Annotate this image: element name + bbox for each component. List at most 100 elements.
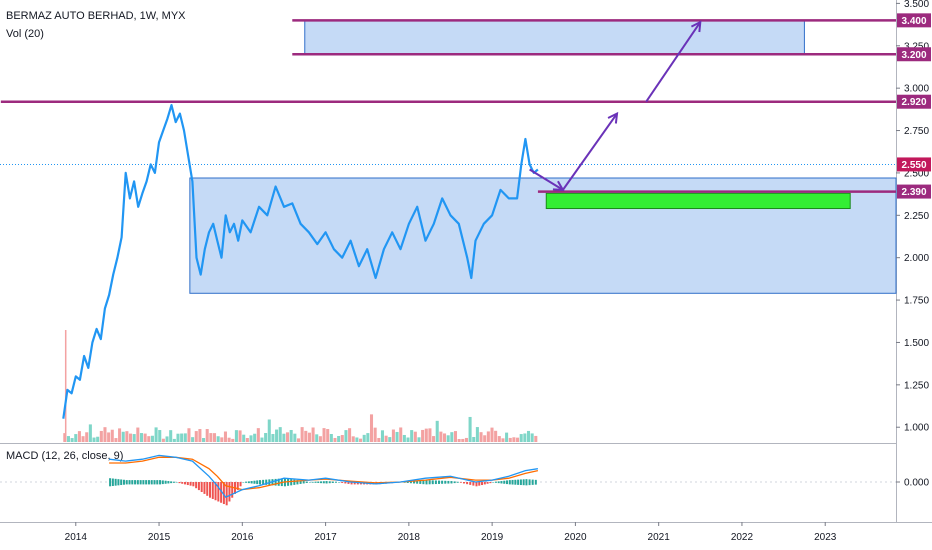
volume-bar xyxy=(479,432,483,442)
macd-histogram-bar xyxy=(500,481,503,484)
time-tick-label: 2019 xyxy=(481,532,504,543)
volume-bar xyxy=(519,434,523,442)
macd-histogram-bar xyxy=(302,481,305,484)
volume-bar xyxy=(391,429,395,442)
volume-bar xyxy=(202,438,206,442)
volume-bar xyxy=(432,436,436,442)
macd-histogram-bar xyxy=(178,482,181,484)
grid xyxy=(0,0,932,523)
volume-bar xyxy=(406,437,410,442)
macd-histogram-bar xyxy=(531,479,534,485)
price-line xyxy=(62,103,539,419)
volume-bar xyxy=(490,427,494,442)
macd-histogram-bar xyxy=(189,482,192,486)
volume-bar xyxy=(300,427,304,442)
macd-histogram-bar xyxy=(247,481,250,484)
macd-histogram-bar xyxy=(334,481,337,483)
volume-bar xyxy=(296,438,301,442)
volume-bar xyxy=(92,437,96,442)
projection-arrowhead-2 xyxy=(607,111,619,124)
volume-bar xyxy=(494,430,498,442)
volume-bar xyxy=(231,438,235,442)
volume-bars xyxy=(63,330,538,442)
macd-histogram-bar xyxy=(350,482,353,485)
volume-bar xyxy=(523,433,527,442)
volume-bar xyxy=(333,437,337,442)
macd-histogram-bar xyxy=(422,480,425,485)
macd-histogram-bar xyxy=(117,479,120,486)
price-tick-label: 1.500 xyxy=(904,338,929,349)
volume-bar xyxy=(81,436,85,442)
macd-histogram-bar xyxy=(159,480,162,485)
macd-histogram-bar xyxy=(475,482,478,487)
volume-bar xyxy=(355,437,359,442)
volume-bar xyxy=(88,424,92,442)
volume-bar xyxy=(359,438,363,442)
time-tick-label: 2020 xyxy=(564,532,587,543)
macd-histogram-bar xyxy=(125,480,128,485)
level-badge-2.390-label: 2.390 xyxy=(901,187,926,198)
macd-histogram-bar xyxy=(192,482,195,487)
macd-histogram-bar xyxy=(195,482,198,489)
price-tick-label: 2.250 xyxy=(904,211,929,222)
price-series xyxy=(62,103,539,419)
volume-spike-bar xyxy=(64,330,67,442)
time-tick-label: 2023 xyxy=(814,532,837,543)
macd-histogram-bar xyxy=(425,480,428,485)
level-badge-2.390-bg xyxy=(897,184,931,199)
macd-line xyxy=(109,454,538,499)
macd-histogram-bar xyxy=(200,482,203,492)
volume-bar xyxy=(183,433,187,442)
macd-histogram-bar xyxy=(139,480,142,485)
macd-panel xyxy=(0,454,896,506)
macd-histogram-bar xyxy=(511,479,514,485)
macd-histogram-bar xyxy=(344,482,347,484)
volume-bar xyxy=(486,431,490,442)
price-tick-label: 3.250 xyxy=(904,41,929,52)
level-badge-2.920-label: 2.920 xyxy=(901,97,926,108)
volume-bar xyxy=(439,431,443,442)
projection-arrow-1 xyxy=(529,168,564,191)
volume-bar xyxy=(161,438,165,442)
volume-bar xyxy=(516,437,520,442)
volume-bar xyxy=(121,431,125,442)
level-badge-2.920-bg xyxy=(897,94,931,109)
volume-bar xyxy=(256,428,260,442)
volume-bar xyxy=(362,434,366,442)
macd-histogram-bar xyxy=(341,482,344,483)
price-tick-label: 1.000 xyxy=(904,423,929,434)
volume-bar xyxy=(77,431,81,442)
volume-bar xyxy=(307,432,311,442)
time-tick-label: 2014 xyxy=(65,532,88,543)
projection-arrowhead-3 xyxy=(690,20,702,33)
volume-bar xyxy=(227,437,231,442)
volume-bar xyxy=(443,433,447,442)
volume-bar xyxy=(351,436,355,442)
macd-histogram-bar xyxy=(197,482,200,491)
volume-bar xyxy=(435,420,439,442)
volume-bar xyxy=(99,430,103,442)
volume-bar xyxy=(249,435,253,442)
macd-histogram-bar xyxy=(109,478,112,487)
macd-histogram-bar xyxy=(290,479,293,486)
macd-histogram-bar xyxy=(220,482,223,503)
volume-bar xyxy=(147,436,151,442)
macd-histogram-bar xyxy=(328,481,331,484)
macd-histogram-bar xyxy=(231,482,234,498)
macd-histogram-bar xyxy=(317,481,320,483)
volume-bar xyxy=(220,437,224,442)
price-tick-label: 2.000 xyxy=(904,253,929,264)
volume-bar xyxy=(242,434,246,442)
macd-histogram-bar xyxy=(217,482,220,502)
macd-histogram-bar xyxy=(450,481,453,484)
volume-bar xyxy=(501,438,505,442)
macd-histogram-bar xyxy=(347,482,350,484)
macd-histogram-bar xyxy=(503,480,506,484)
volume-bar xyxy=(271,434,275,442)
macd-histogram-bar xyxy=(111,478,114,486)
volume-bar xyxy=(143,433,147,442)
volume-bar xyxy=(191,437,195,442)
volume-bar xyxy=(212,433,217,442)
macd-histogram-bar xyxy=(250,481,253,484)
